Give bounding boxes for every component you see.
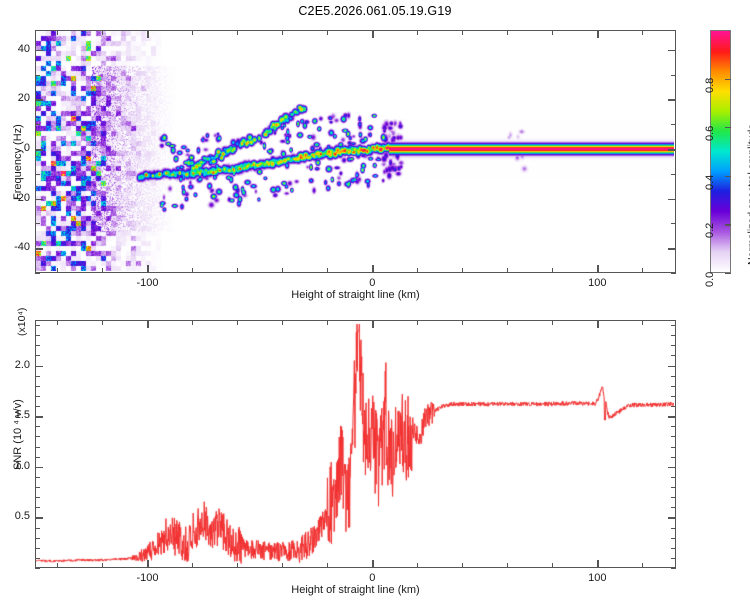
colorbar-tick-label: 0.0 — [704, 271, 716, 287]
snr-xlabel: Height of straight line (km) — [291, 584, 420, 596]
page-title: C2E5.2026.061.05.19.G19 — [298, 4, 452, 18]
snr-canvas — [36, 321, 674, 566]
axis-tick — [671, 273, 676, 274]
spectrogram-canvas — [36, 31, 674, 271]
tick-label: 2.0 — [14, 358, 30, 371]
spectrogram-ylabel: Frequency (Hz) — [12, 124, 24, 200]
tick-label: -100 — [136, 277, 159, 289]
tick-label: -100 — [136, 572, 159, 584]
colorbar-gradient — [711, 31, 730, 272]
spectrogram-panel — [35, 30, 676, 273]
spectrogram-xlabel: Height of straight line (km) — [291, 289, 420, 301]
colorbar-label: Normalized spectral amplitude — [746, 123, 750, 265]
tick-label: 100 — [588, 277, 607, 289]
axis-tick — [35, 273, 40, 274]
tick-label: 0 — [369, 572, 376, 584]
tick-label: -40 — [14, 241, 30, 254]
tick-label: 0 — [369, 277, 376, 289]
axis-tick — [671, 568, 676, 569]
snr-ylabel: SNR (10 ⁴ v/v) — [12, 399, 24, 470]
colorbar-tick — [725, 273, 731, 275]
snr-exponent-label: (x10⁴) — [16, 307, 28, 336]
snr-panel — [35, 320, 676, 568]
tick-label: 20 — [17, 92, 30, 105]
tick-label: 40 — [17, 42, 30, 55]
axis-tick — [35, 568, 40, 569]
colorbar — [710, 30, 731, 273]
tick-label: 0.5 — [14, 510, 30, 523]
tick-label: 100 — [588, 572, 607, 584]
